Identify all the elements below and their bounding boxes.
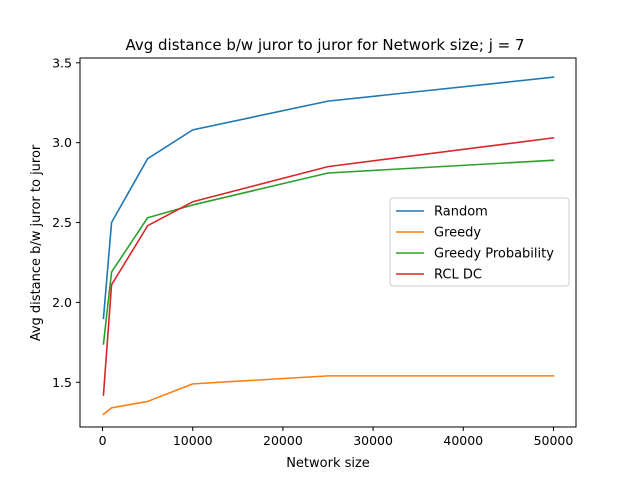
legend-label-random: Random (434, 205, 488, 220)
series-line-greedy (102, 375, 555, 416)
x-tick-label: 40000 (443, 433, 483, 448)
x-tick-label: 10000 (173, 433, 213, 448)
y-tick-label: 1.5 (52, 375, 72, 390)
legend-box (389, 197, 570, 287)
y-tick-label: 2.5 (52, 215, 72, 230)
legend-label-greedy-probability: Greedy Probability (434, 247, 554, 262)
series-line-rcl-dc (102, 136, 555, 396)
x-tick-label: 0 (99, 433, 107, 448)
legend: Random Greedy Greedy Probability RCL DC (389, 197, 570, 287)
y-tick-label: 2.0 (52, 295, 72, 310)
y-tick-label: 3.0 (52, 135, 72, 150)
x-axis-label: Network size (286, 456, 370, 471)
legend-label-rcl-dc: RCL DC (434, 268, 482, 283)
x-tick-label: 30000 (353, 433, 393, 448)
series-line-greedy-probability (102, 159, 555, 345)
y-axis-label: Avg distance b/w juror to juror (29, 144, 44, 341)
plot-frame (79, 57, 577, 428)
y-tick-label: 3.5 (52, 55, 72, 70)
x-axis-ticks: 0 10000 20000 30000 40000 50000 (99, 427, 574, 448)
legend-label-greedy: Greedy (434, 226, 481, 241)
legend-items: Random Greedy Greedy Probability RCL DC (396, 205, 554, 283)
series-line-random (102, 76, 555, 320)
x-tick-label: 50000 (534, 433, 574, 448)
x-tick-label: 20000 (263, 433, 303, 448)
chart-title: Avg distance b/w juror to juror for Netw… (125, 36, 524, 54)
y-axis-ticks: 1.5 2.0 2.5 3.0 3.5 (52, 55, 80, 390)
plot-lines (102, 76, 555, 416)
